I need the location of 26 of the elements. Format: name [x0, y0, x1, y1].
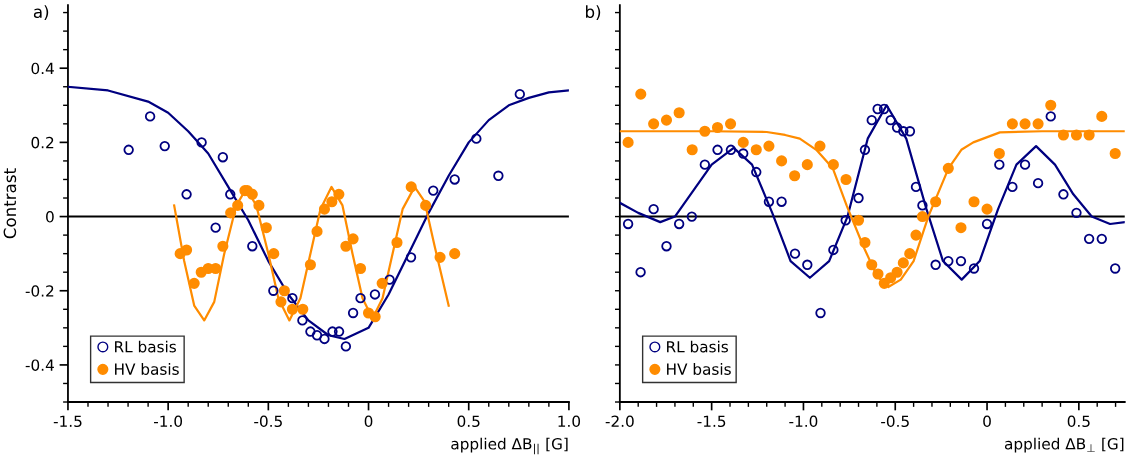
chart-title: b) [586, 5, 601, 21]
x-tick-label: -2.0 [605, 415, 634, 428]
x-tick-label: -0.5 [881, 415, 909, 428]
y-axis-title: Contrast [3, 168, 17, 239]
x-tick-label: -1.0 [153, 415, 183, 428]
x-tick-label: -1.5 [53, 415, 82, 428]
legend-label: HV basis [115, 363, 179, 375]
x-tick-label: -1.5 [697, 415, 726, 428]
x-tick-label: -1.0 [789, 415, 818, 428]
chart-title: a) [33, 5, 49, 21]
x-axis-title: applied ΔB$_{||}$ [G] [451, 437, 568, 455]
x-axis-title: applied ΔB$_{⊥}$ [G] [1004, 437, 1124, 453]
x-tick-label: 0.5 [457, 415, 480, 428]
x-tick-label: 0.5 [1067, 415, 1090, 428]
x-tick-label: 0 [364, 415, 373, 428]
x-tick-label: 1.0 [558, 415, 581, 428]
legend-label: HV basis [667, 363, 731, 375]
y-tick-label: 0.4 [31, 62, 54, 75]
x-tick-label: -0.5 [254, 415, 282, 428]
legend-label: RL basis [667, 340, 729, 353]
y-tick-label: 0 [46, 211, 54, 223]
legend-label: RL basis [115, 340, 176, 353]
y-tick-label: 0.2 [31, 136, 54, 149]
y-tick-label: -0.2 [25, 285, 54, 297]
y-tick-label: -0.4 [25, 359, 54, 371]
x-tick-label: 0 [983, 415, 991, 428]
